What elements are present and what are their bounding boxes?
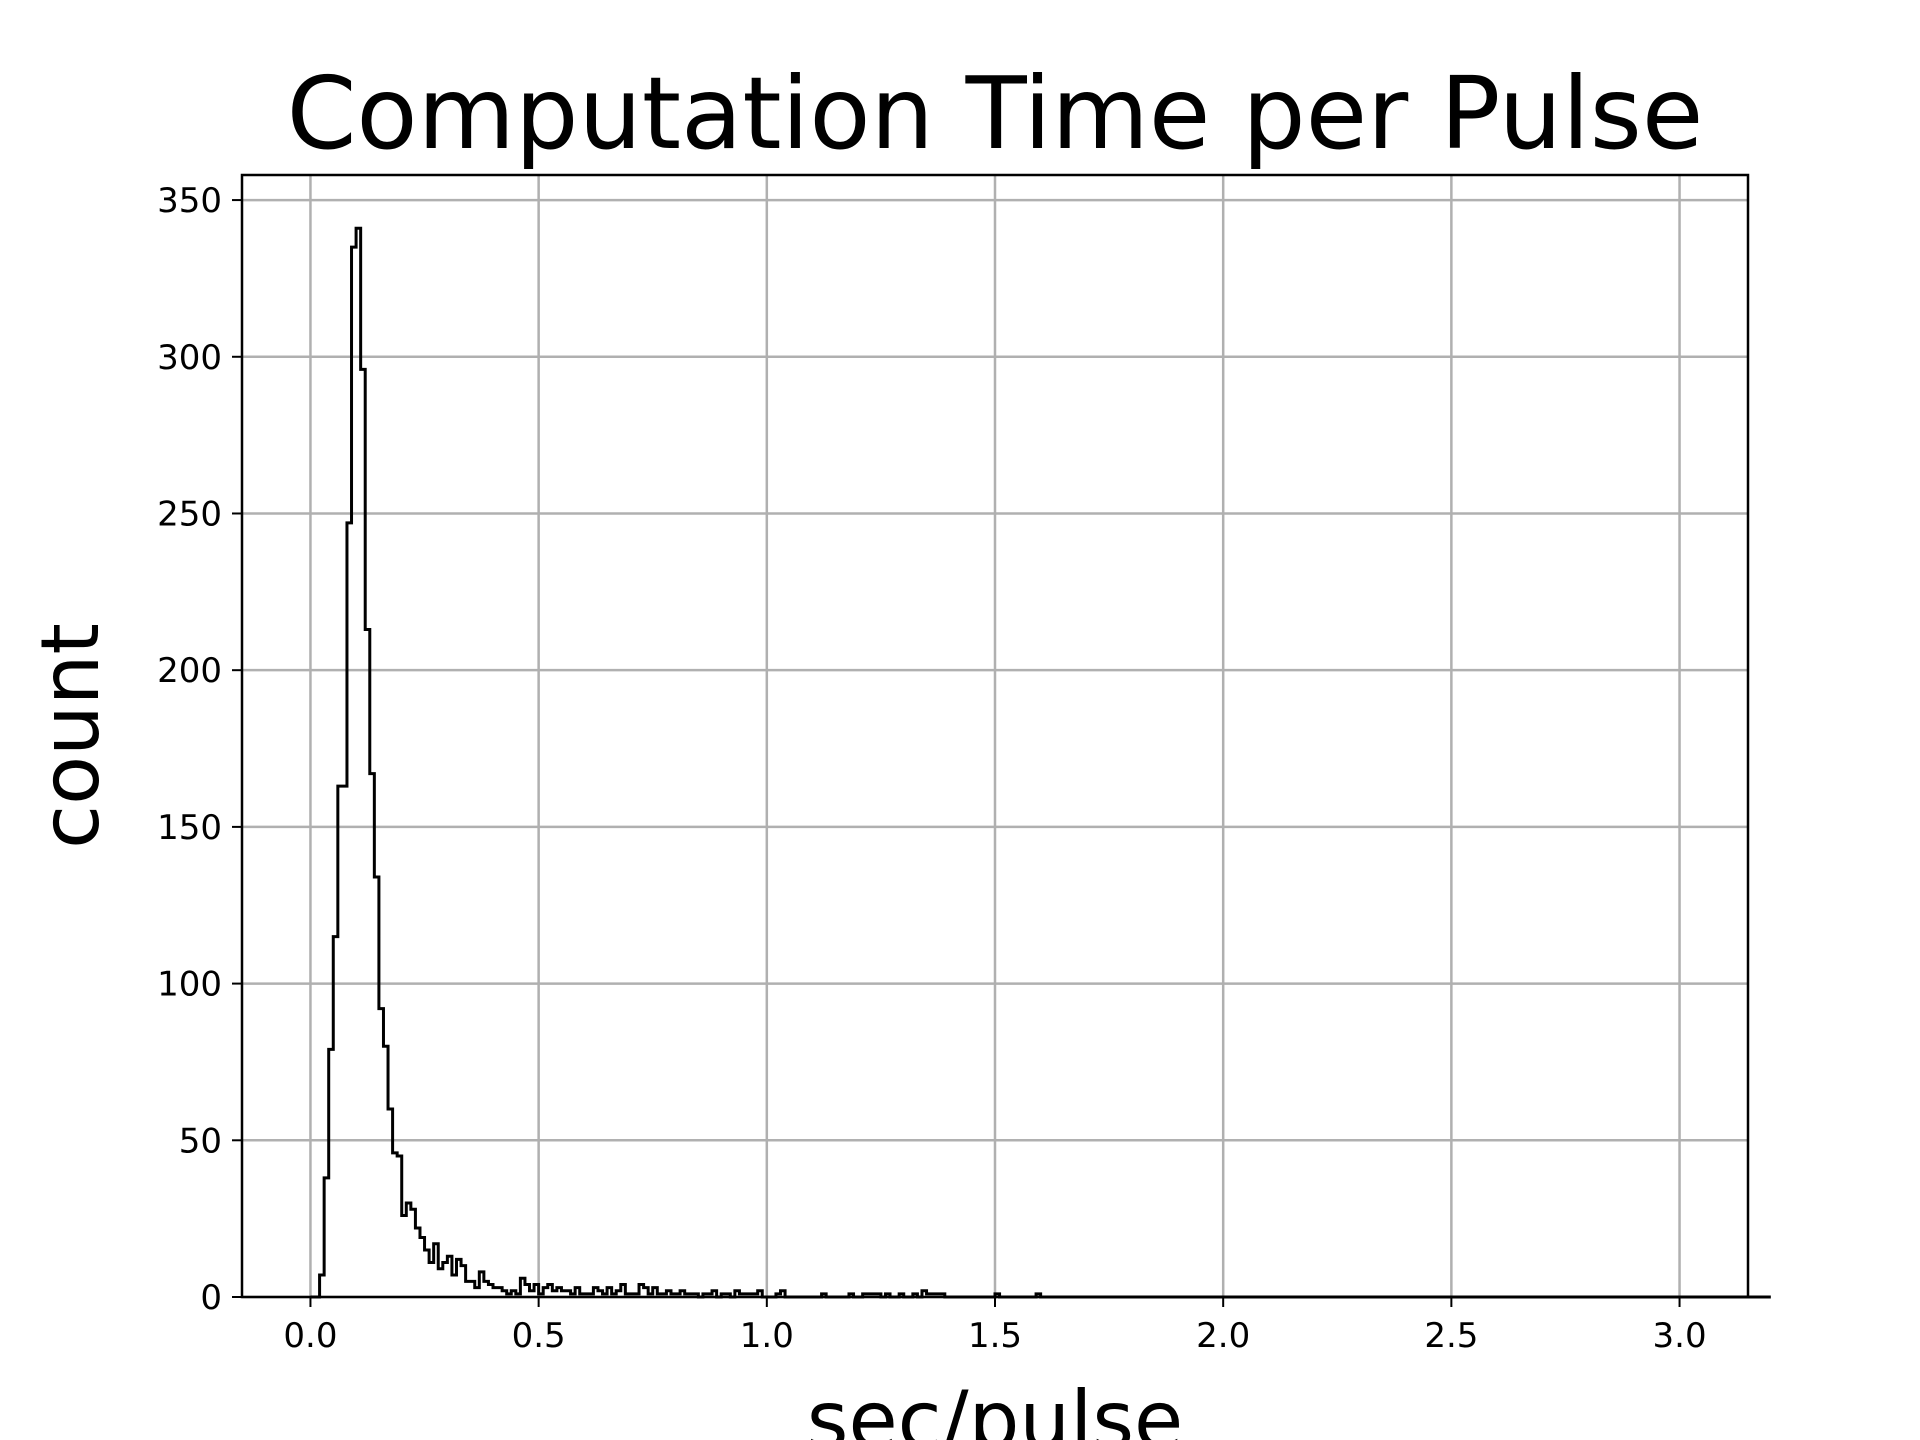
- y-tick-label: 250: [157, 494, 222, 534]
- y-tick-label: 50: [179, 1121, 222, 1161]
- x-tick-label: 2.5: [1424, 1316, 1478, 1356]
- x-tick-label: 1.5: [968, 1316, 1022, 1356]
- y-tick-label: 350: [157, 181, 222, 221]
- x-axis-label: sec/pulse: [807, 1374, 1183, 1440]
- y-tick-label: 300: [157, 338, 222, 378]
- histogram-step-line: [310, 226, 1771, 1299]
- x-tick-label: 2.0: [1196, 1316, 1250, 1356]
- y-tick-label: 100: [157, 965, 222, 1005]
- x-tick-label: 0.5: [512, 1316, 566, 1356]
- x-tick-label: 1.0: [740, 1316, 794, 1356]
- chart-title: Computation Time per Pulse: [287, 55, 1704, 172]
- x-tick-label: 3.0: [1653, 1316, 1707, 1356]
- x-tick-label: 0.0: [283, 1316, 337, 1356]
- ticks: 0.0 0.5 1.0 1.5 2.0 2.5 3.0 0 50 100 150 200 250 300 3…: [157, 181, 1706, 1356]
- y-tick-label: 150: [157, 808, 222, 848]
- y-axis-label: count: [24, 623, 117, 849]
- grid: [242, 175, 1748, 1299]
- y-tick-label: 200: [157, 651, 222, 691]
- y-tick-label: 0: [200, 1278, 222, 1318]
